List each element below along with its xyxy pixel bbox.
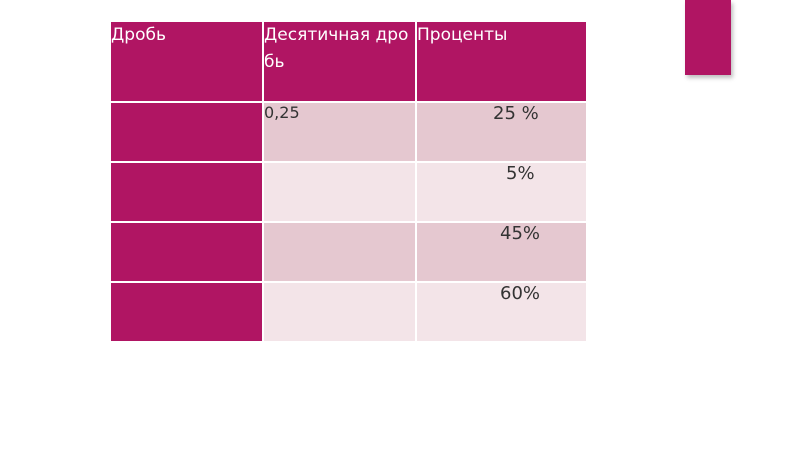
decimal-cell[interactable] xyxy=(262,281,417,343)
table-row: 45% xyxy=(109,221,588,283)
table-header-row: Дробь Десятичная дробь Проценты xyxy=(109,20,588,103)
percent-cell: 45% xyxy=(415,221,588,283)
percent-cell: 25 % xyxy=(415,101,588,163)
percent-value: 60% xyxy=(500,283,541,304)
table-row: 5% xyxy=(109,161,588,223)
conversion-table: Дробь Десятичная дробь Проценты 0,25 25 … xyxy=(109,20,588,343)
fraction-cell[interactable] xyxy=(109,161,264,223)
header-percent: Проценты xyxy=(415,20,588,103)
decimal-cell[interactable] xyxy=(262,221,417,283)
table-row: 0,25 25 % xyxy=(109,101,588,163)
percent-cell: 60% xyxy=(415,281,588,343)
percent-value: 25 % xyxy=(493,103,539,124)
fraction-cell[interactable] xyxy=(109,101,264,163)
table-row: 60% xyxy=(109,281,588,343)
header-fraction: Дробь xyxy=(109,20,264,103)
fraction-cell[interactable] xyxy=(109,221,264,283)
decimal-cell[interactable] xyxy=(262,161,417,223)
fraction-cell[interactable] xyxy=(109,281,264,343)
header-decimal: Десятичная дробь xyxy=(262,20,417,103)
percent-value: 5% xyxy=(506,163,535,184)
percent-value: 45% xyxy=(500,223,541,244)
decimal-cell[interactable]: 0,25 xyxy=(262,101,417,163)
percent-cell: 5% xyxy=(415,161,588,223)
accent-bar xyxy=(685,0,731,75)
